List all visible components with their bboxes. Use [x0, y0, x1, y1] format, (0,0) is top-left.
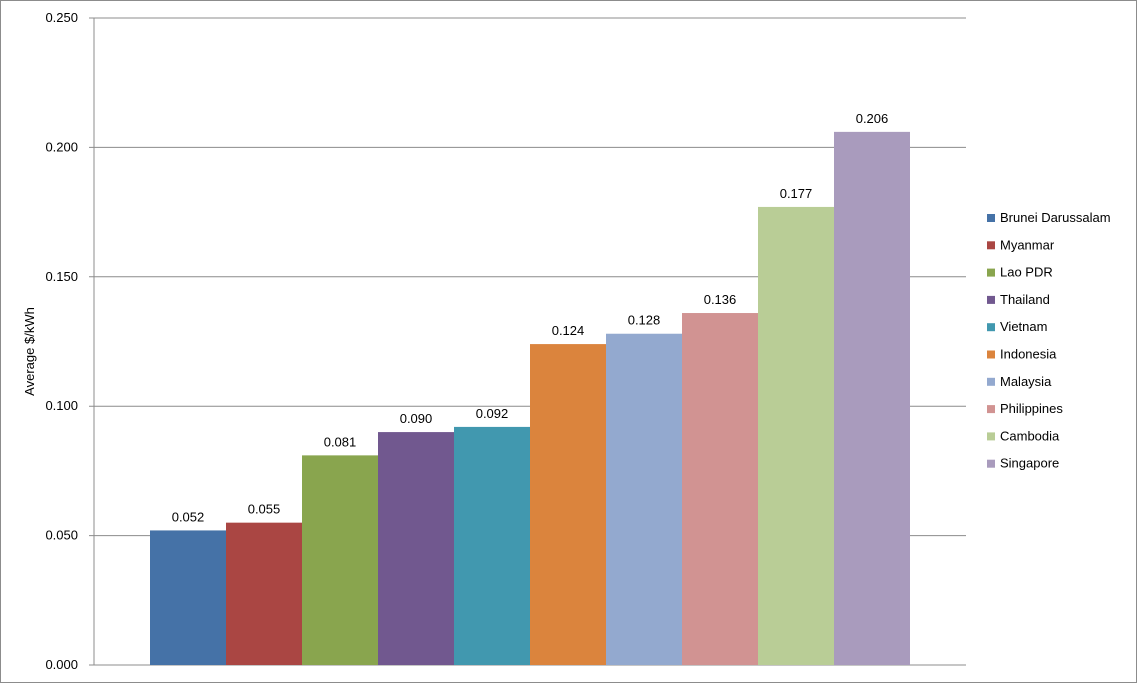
- legend-label: Brunei Darussalam: [1000, 210, 1111, 225]
- data-label: 0.090: [400, 411, 433, 426]
- y-axis-title: Average $/kWh: [22, 307, 37, 396]
- bar-philippines: [682, 313, 758, 665]
- data-label: 0.206: [856, 111, 889, 126]
- legend-swatch: [987, 432, 995, 441]
- legend-label: Thailand: [1000, 292, 1050, 307]
- data-label: 0.128: [628, 313, 661, 328]
- data-label: 0.055: [248, 502, 281, 517]
- data-label: 0.177: [780, 186, 813, 201]
- legend-label: Cambodia: [1000, 428, 1060, 443]
- data-label: 0.081: [324, 434, 357, 449]
- y-tick-label: 0.100: [45, 398, 78, 413]
- data-label: 0.052: [172, 509, 205, 524]
- y-tick-label: 0.200: [45, 139, 78, 154]
- legend-swatch: [987, 459, 995, 468]
- bar-brunei-darussalam: [150, 530, 226, 665]
- legend-swatch: [987, 350, 995, 359]
- legend-swatch: [987, 268, 995, 277]
- bar-cambodia: [758, 206, 834, 665]
- legend-label: Indonesia: [1000, 347, 1057, 362]
- legend-label: Lao PDR: [1000, 265, 1053, 280]
- bar-malaysia: [606, 333, 682, 665]
- bar-vietnam: [454, 426, 530, 665]
- bar-indonesia: [530, 344, 606, 665]
- y-tick-label: 0.250: [45, 10, 78, 25]
- y-tick-label: 0.150: [45, 269, 78, 284]
- y-tick-label: 0.000: [45, 657, 78, 672]
- data-label: 0.124: [552, 323, 585, 338]
- data-label: 0.092: [476, 406, 509, 421]
- legend-swatch: [987, 377, 995, 386]
- bar-lao-pdr: [302, 455, 378, 665]
- legend-label: Singapore: [1000, 456, 1059, 471]
- bar-thailand: [378, 432, 454, 665]
- legend-swatch: [987, 214, 995, 222]
- bar-myanmar: [226, 522, 302, 665]
- data-label: 0.136: [704, 292, 737, 307]
- legend-swatch: [987, 241, 995, 250]
- legend-swatch: [987, 323, 995, 332]
- legend-label: Philippines: [1000, 401, 1063, 416]
- legend-swatch: [987, 295, 995, 304]
- bar-singapore: [834, 131, 910, 665]
- legend-label: Myanmar: [1000, 237, 1055, 252]
- y-tick-label: 0.050: [45, 528, 78, 543]
- legend-label: Vietnam: [1000, 319, 1047, 334]
- legend-swatch: [987, 405, 995, 414]
- legend-label: Malaysia: [1000, 374, 1052, 389]
